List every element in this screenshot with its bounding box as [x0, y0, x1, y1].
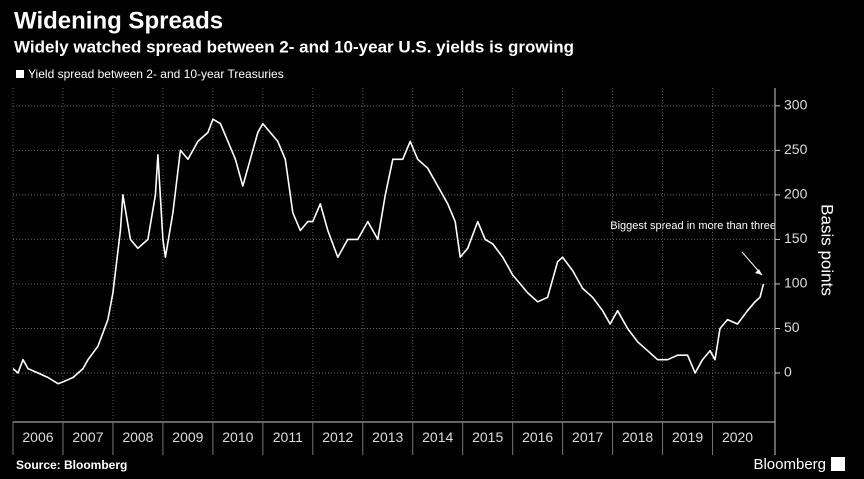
x-tick-label: 2012 [322, 429, 353, 445]
y-tick-label: 50 [784, 319, 800, 335]
y-tick-label: 250 [784, 141, 808, 157]
source: Source: Bloomberg [16, 458, 127, 472]
x-tick-label: 2009 [172, 429, 203, 445]
x-tick-label: 2019 [672, 429, 703, 445]
x-tick-label: 2010 [222, 429, 253, 445]
chart-subtitle: Widely watched spread between 2- and 10-… [14, 37, 574, 56]
series-line [12, 118, 765, 385]
x-tick-label: 2015 [472, 429, 503, 445]
annotation-arrowhead [755, 269, 762, 275]
annotation: Biggest spread in more than three [610, 220, 776, 232]
x-tick-label: 2020 [722, 429, 753, 445]
x-tick-label: 2013 [372, 429, 403, 445]
y-tick-label: 150 [784, 230, 808, 246]
x-tick-label: 2006 [22, 429, 53, 445]
x-tick-label: 2007 [72, 429, 103, 445]
chart-title: Widening Spreads [14, 7, 223, 34]
brand-icon [831, 457, 845, 471]
x-tick-label: 2018 [622, 429, 653, 445]
y-tick-label: 300 [784, 97, 808, 113]
x-tick-label: 2017 [572, 429, 603, 445]
legend-label: Yield spread between 2- and 10-year Trea… [28, 67, 284, 81]
x-tick-label: 2008 [122, 429, 153, 445]
x-tick-label: 2011 [273, 429, 303, 445]
y-tick-label: 100 [784, 275, 808, 291]
legend-swatch [16, 70, 24, 78]
x-tick-label: 2016 [522, 429, 553, 445]
y-axis-label: Basis points [818, 204, 837, 296]
brand: Bloomberg [753, 456, 826, 473]
x-tick-label: 2014 [422, 429, 453, 445]
y-tick-label: 200 [784, 186, 808, 202]
y-tick-label: 0 [784, 364, 792, 380]
